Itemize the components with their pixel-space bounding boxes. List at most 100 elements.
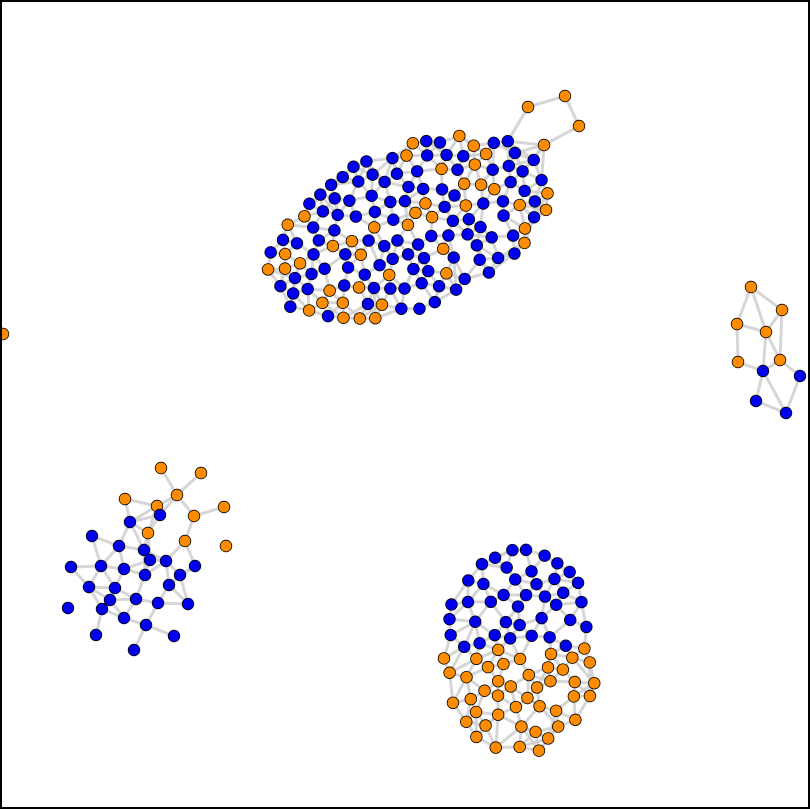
- graph-node-orange: [278, 247, 292, 261]
- graph-node-blue: [538, 549, 551, 562]
- graph-edge: [735, 322, 740, 364]
- top-cluster: [261, 89, 586, 325]
- graph-node-blue: [288, 271, 302, 285]
- graph-node-orange: [583, 656, 596, 669]
- isolated-node: [0, 327, 10, 341]
- graph-node-blue: [103, 593, 117, 607]
- graph-node-blue: [435, 183, 449, 196]
- graph-node-orange: [491, 689, 505, 702]
- graph-node-orange: [261, 263, 275, 276]
- graph-node-orange: [460, 670, 473, 684]
- graph-node-blue: [457, 149, 470, 163]
- graph-node-blue: [519, 543, 533, 557]
- graph-node-blue: [440, 148, 453, 162]
- graph-node-orange: [567, 690, 581, 703]
- graph-node-blue: [358, 268, 371, 281]
- graph-node-blue: [559, 639, 572, 652]
- graph-node-orange: [539, 203, 553, 217]
- graph-node-blue: [153, 508, 167, 522]
- graph-node-orange: [479, 719, 492, 732]
- graph-node-blue: [367, 281, 381, 295]
- graph-node-orange: [504, 680, 517, 693]
- graph-node-blue: [518, 184, 531, 198]
- graph-node-orange: [572, 119, 586, 133]
- graph-node-blue: [469, 615, 482, 628]
- graph-node-blue: [516, 165, 529, 178]
- graph-node-blue: [143, 553, 157, 567]
- graph-node-orange: [383, 268, 396, 282]
- graph-node-blue: [331, 208, 344, 222]
- graph-edge: [778, 308, 784, 362]
- graph-node-orange: [446, 696, 460, 710]
- graph-node-blue: [477, 577, 490, 591]
- graph-node-blue: [321, 309, 335, 323]
- graph-node-orange: [491, 708, 505, 721]
- graph-node-orange: [521, 691, 534, 705]
- graph-node-blue: [557, 586, 570, 599]
- graph-node-orange: [773, 353, 787, 367]
- graph-node-blue: [314, 188, 327, 201]
- graph-node-blue: [793, 369, 807, 383]
- graph-node-blue: [415, 277, 428, 290]
- graph-node-orange: [529, 725, 542, 739]
- graph-node-orange: [489, 741, 502, 754]
- graph-node-blue: [417, 251, 431, 265]
- graph-node-blue: [580, 620, 593, 634]
- graph-node-blue: [286, 287, 300, 300]
- graph-node-orange: [118, 492, 132, 506]
- graph-node-blue: [349, 210, 363, 223]
- graph-node-blue: [117, 562, 131, 576]
- graph-node-blue: [316, 205, 330, 218]
- graph-node-orange: [515, 720, 528, 733]
- graph-node-blue: [433, 136, 447, 149]
- graph-node-blue: [387, 213, 400, 226]
- graph-node-blue: [290, 237, 304, 250]
- graph-node-blue: [575, 595, 588, 609]
- graph-node-orange: [369, 312, 382, 325]
- graph-node-blue: [462, 213, 476, 226]
- graph-node-orange: [588, 676, 601, 690]
- graph-edge: [506, 105, 530, 143]
- graph-node-orange: [544, 647, 558, 661]
- bottom-left-cluster: [61, 461, 233, 657]
- graph-node-orange: [518, 222, 532, 235]
- graph-node-blue: [362, 234, 375, 247]
- graph-node-blue: [486, 163, 499, 176]
- graph-node-blue: [303, 197, 316, 210]
- graph-node-blue: [173, 568, 187, 582]
- graph-node-blue: [151, 596, 165, 610]
- graph-node-blue: [108, 581, 122, 595]
- graph-edge: [761, 369, 788, 415]
- graph-node-orange: [566, 651, 579, 664]
- graph-node-blue: [386, 151, 399, 165]
- graph-node-blue: [129, 592, 143, 606]
- graph-node-blue: [571, 576, 585, 590]
- graph-node-blue: [506, 229, 520, 242]
- node-layer: [0, 89, 807, 757]
- graph-edge: [784, 374, 802, 415]
- graph-node-orange: [568, 675, 581, 689]
- graph-node-blue: [527, 211, 541, 224]
- graph-node-blue: [525, 629, 538, 642]
- graph-node-orange: [323, 284, 336, 297]
- graph-node-blue: [89, 628, 103, 642]
- graph-node-blue: [188, 559, 202, 573]
- graph-node-blue: [306, 221, 320, 234]
- graph-node-orange: [497, 657, 510, 671]
- graph-node-blue: [85, 529, 99, 543]
- graph-edge: [749, 285, 768, 334]
- graph-node-orange: [316, 296, 329, 309]
- graph-node-blue: [462, 574, 475, 587]
- graph-node-blue: [384, 282, 397, 295]
- graph-node-blue: [447, 251, 460, 264]
- graph-node-orange: [556, 663, 570, 676]
- graph-node-blue: [138, 568, 152, 582]
- graph-node-blue: [502, 159, 516, 173]
- graph-node-blue: [167, 629, 181, 643]
- graph-node-blue: [398, 194, 412, 208]
- graph-node-orange: [400, 149, 413, 162]
- graph-node-orange: [470, 730, 483, 744]
- graph-node-blue: [499, 615, 513, 629]
- graph-node-orange: [513, 652, 527, 666]
- graph-node-blue: [432, 280, 446, 293]
